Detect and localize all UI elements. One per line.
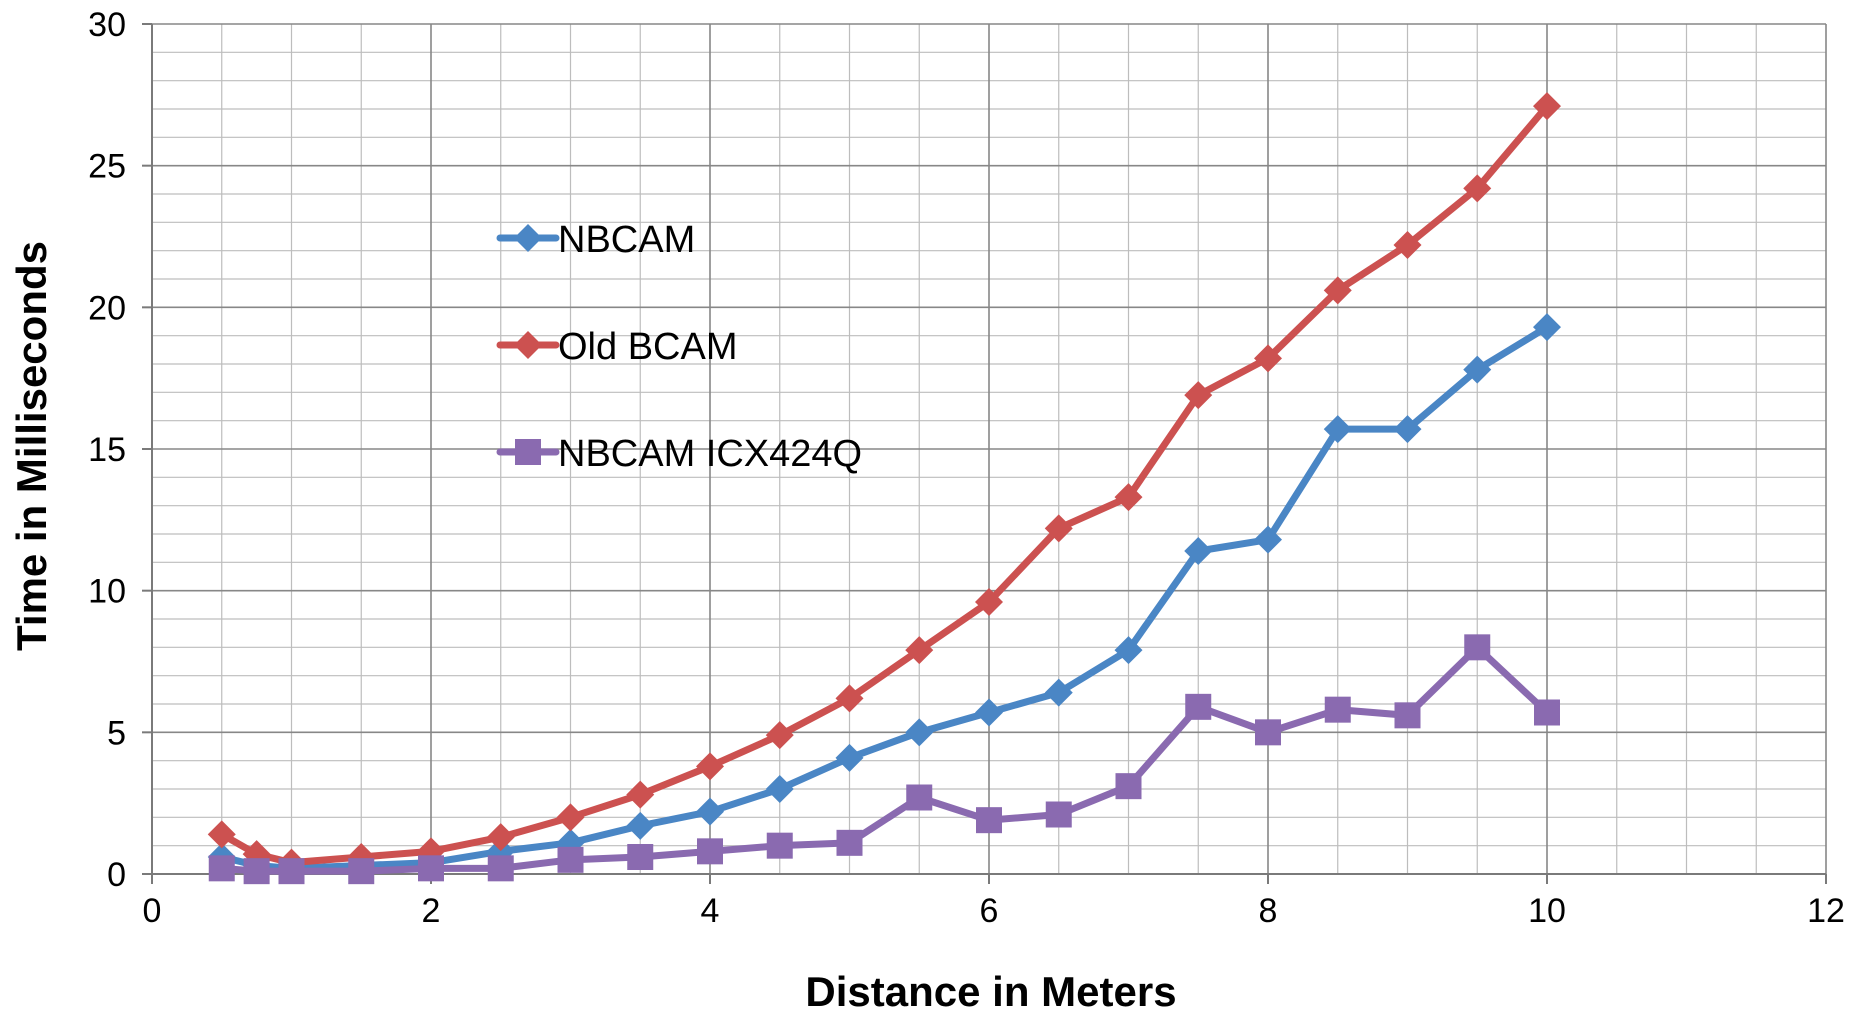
data-point-nbcam-icx424q xyxy=(243,858,270,885)
data-point-nbcam-icx424q xyxy=(1045,801,1072,828)
x-axis-tick-label: 10 xyxy=(1528,892,1566,930)
y-axis-title: Time in Milliseconds xyxy=(8,241,55,651)
data-point-old-bcam xyxy=(835,684,864,713)
y-axis-tick-label: 20 xyxy=(88,289,126,327)
data-point-nbcam xyxy=(1254,525,1282,554)
data-point-nbcam-icx424q xyxy=(487,855,514,882)
data-point-old-bcam xyxy=(1323,276,1352,305)
data-point-old-bcam xyxy=(696,752,724,781)
data-point-old-bcam xyxy=(765,721,794,750)
data-point-nbcam xyxy=(1533,313,1561,342)
data-point-nbcam xyxy=(1323,415,1352,444)
data-point-nbcam-icx424q xyxy=(1464,634,1491,661)
data-point-nbcam xyxy=(1393,415,1422,444)
x-axis-tick-labels: 0 2 4 6 8 10 12 xyxy=(143,892,1845,930)
legend-item-old-bcam: Old BCAM xyxy=(496,326,737,368)
data-point-old-bcam xyxy=(207,820,236,849)
x-axis-title: Distance in Meters xyxy=(805,968,1176,1015)
data-point-nbcam xyxy=(1463,355,1492,384)
data-point-nbcam xyxy=(626,811,655,840)
data-point-nbcam-icx424q xyxy=(348,858,375,885)
series-line-nbcam xyxy=(218,323,1551,872)
legend-swatch-marker xyxy=(514,224,542,252)
data-point-nbcam-icx424q xyxy=(976,807,1002,834)
data-point-nbcam-icx424q xyxy=(418,855,444,882)
series-nbcam xyxy=(207,313,1561,883)
data-point-nbcam-icx424q xyxy=(697,838,723,865)
y-axis-tick-labels: 0 5 10 15 20 25 30 xyxy=(88,6,126,894)
data-point-nbcam-icx424q xyxy=(1185,693,1212,720)
data-point-nbcam-icx424q xyxy=(906,784,933,811)
axes xyxy=(142,23,1827,884)
data-point-nbcam xyxy=(975,698,1003,727)
data-point-old-bcam xyxy=(1393,231,1422,259)
legend-label: NBCAM xyxy=(558,219,695,261)
data-point-nbcam-icx424q xyxy=(1255,719,1281,746)
data-point-nbcam xyxy=(1114,636,1143,665)
data-point-nbcam-icx424q xyxy=(1394,702,1421,729)
data-point-old-bcam xyxy=(1463,174,1492,203)
data-point-nbcam-icx424q xyxy=(1534,699,1560,726)
x-axis-tick-label: 2 xyxy=(422,892,441,930)
legend-label: Old BCAM xyxy=(558,326,737,368)
data-point-old-bcam xyxy=(975,588,1003,616)
data-point-nbcam-icx424q xyxy=(836,829,863,856)
data-point-nbcam xyxy=(905,718,934,747)
y-axis-tick-label: 5 xyxy=(107,714,126,752)
data-point-nbcam-icx424q xyxy=(627,844,654,870)
y-axis-tick-label: 0 xyxy=(107,856,126,894)
data-point-old-bcam xyxy=(556,803,585,832)
x-axis-tick-label: 12 xyxy=(1807,892,1845,930)
data-point-nbcam xyxy=(696,797,724,826)
data-point-old-bcam xyxy=(1184,381,1213,410)
legend-item-nbcam-icx424q: NBCAM ICX424Q xyxy=(496,433,862,475)
y-axis-tick-label: 30 xyxy=(88,6,126,44)
x-axis-tick-label: 4 xyxy=(701,892,720,930)
major-gridlines xyxy=(151,23,1827,875)
x-axis-tick-label: 6 xyxy=(980,892,999,930)
data-point-nbcam-icx424q xyxy=(278,858,305,885)
data-point-nbcam xyxy=(765,775,794,803)
y-axis-tick-label: 10 xyxy=(88,573,126,611)
data-point-nbcam-icx424q xyxy=(557,846,584,873)
data-point-nbcam xyxy=(835,743,864,772)
data-point-nbcam-icx424q xyxy=(1324,696,1351,723)
data-point-old-bcam xyxy=(486,823,515,852)
y-axis-tick-label: 15 xyxy=(88,431,126,469)
series-nbcam-icx424q xyxy=(208,634,1560,885)
data-point-old-bcam xyxy=(626,780,655,809)
data-point-nbcam xyxy=(1044,678,1073,707)
data-point-nbcam-icx424q xyxy=(1115,773,1142,800)
data-point-old-bcam xyxy=(905,636,934,665)
series-old-bcam xyxy=(207,92,1561,877)
x-axis-tick-label: 8 xyxy=(1259,892,1278,930)
legend-swatch-marker xyxy=(514,331,542,359)
legend: NBCAM Old BCAM NBCAM ICX424Q xyxy=(496,219,862,475)
data-point-old-bcam xyxy=(1254,344,1282,373)
data-point-nbcam-icx424q xyxy=(766,832,793,859)
series-line-old-bcam xyxy=(218,102,1551,867)
x-axis-tick-label: 0 xyxy=(143,892,162,930)
legend-swatch-marker xyxy=(515,439,541,465)
y-axis-tick-label: 25 xyxy=(88,148,126,186)
series-layer xyxy=(207,92,1561,885)
data-point-nbcam-icx424q xyxy=(208,855,235,882)
legend-label: NBCAM ICX424Q xyxy=(558,433,862,475)
data-point-old-bcam xyxy=(1044,514,1073,543)
data-point-old-bcam xyxy=(1533,92,1561,121)
data-point-nbcam xyxy=(1184,537,1213,565)
data-point-old-bcam xyxy=(1114,483,1143,512)
legend-item-nbcam: NBCAM xyxy=(496,219,695,261)
series-line-nbcam-icx424q xyxy=(218,643,1551,875)
